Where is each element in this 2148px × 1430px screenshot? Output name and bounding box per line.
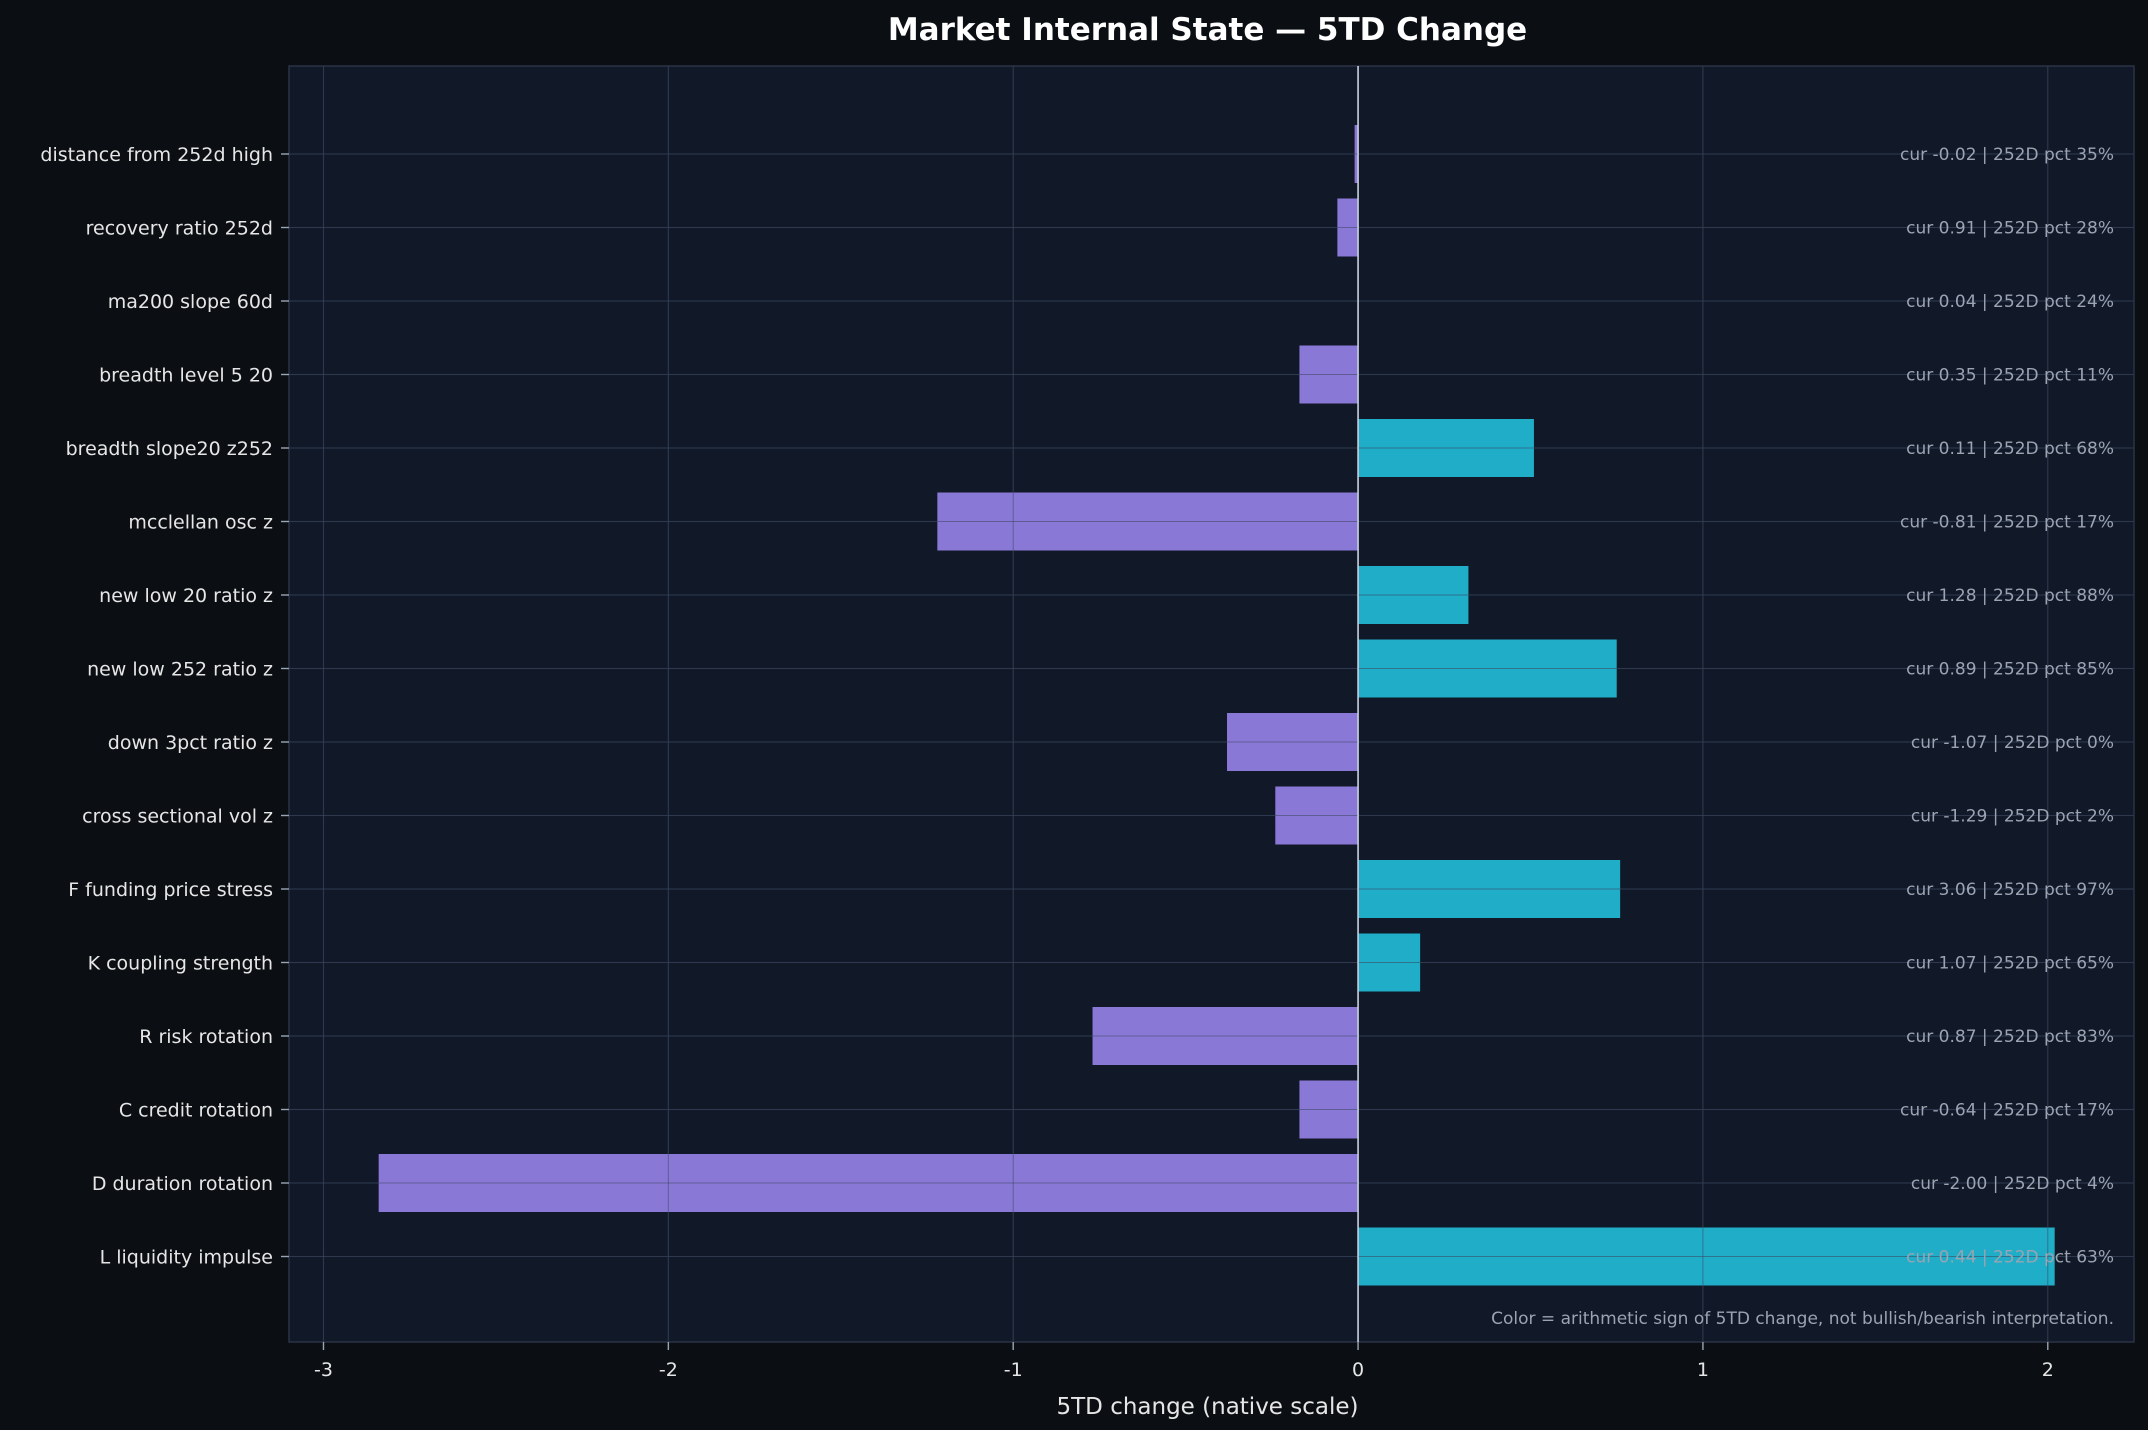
y-tick-label-1: recovery ratio 252d bbox=[86, 218, 273, 240]
bar-annotation-4: cur 0.11 | 252D pct 68% bbox=[1906, 439, 2114, 459]
y-tick-label-7: new low 252 ratio z bbox=[87, 659, 273, 681]
chart-footnote: Color = arithmetic sign of 5TD change, n… bbox=[1491, 1309, 2114, 1329]
bar-annotation-15: cur 0.44 | 252D pct 63% bbox=[1906, 1248, 2114, 1268]
chart-title: Market Internal State — 5TD Change bbox=[888, 12, 1527, 48]
bar-annotation-0: cur -0.02 | 252D pct 35% bbox=[1900, 145, 2114, 165]
y-tick-label-2: ma200 slope 60d bbox=[108, 291, 273, 313]
y-tick-label-11: K coupling strength bbox=[88, 953, 273, 975]
x-tick-label-0: -3 bbox=[314, 1359, 333, 1381]
y-tick-label-13: C credit rotation bbox=[119, 1100, 273, 1122]
plot-area bbox=[288, 65, 2135, 1343]
x-tick-label-5: 2 bbox=[2042, 1359, 2054, 1381]
bar-annotation-11: cur 1.07 | 252D pct 65% bbox=[1906, 954, 2114, 974]
x-axis-label: 5TD change (native scale) bbox=[1056, 1394, 1358, 1420]
y-tick-label-14: D duration rotation bbox=[92, 1173, 273, 1195]
y-tick-label-10: F funding price stress bbox=[68, 879, 273, 901]
bar-annotation-10: cur 3.06 | 252D pct 97% bbox=[1906, 880, 2114, 900]
y-tick-label-3: breadth level 5 20 bbox=[99, 365, 273, 387]
y-tick-label-4: breadth slope20 z252 bbox=[66, 438, 273, 460]
y-tick-label-12: R risk rotation bbox=[139, 1026, 273, 1048]
bar-annotation-3: cur 0.35 | 252D pct 11% bbox=[1906, 366, 2114, 386]
x-tick-label-2: -1 bbox=[1004, 1359, 1023, 1381]
bar-annotation-5: cur -0.81 | 252D pct 17% bbox=[1900, 513, 2114, 533]
bar-annotation-1: cur 0.91 | 252D pct 28% bbox=[1906, 219, 2114, 239]
y-tick-label-6: new low 20 ratio z bbox=[99, 585, 273, 607]
bar-annotation-12: cur 0.87 | 252D pct 83% bbox=[1906, 1027, 2114, 1047]
bar-annotation-9: cur -1.29 | 252D pct 2% bbox=[1911, 807, 2114, 827]
bar-annotation-2: cur 0.04 | 252D pct 24% bbox=[1906, 292, 2114, 312]
bar-annotation-7: cur 0.89 | 252D pct 85% bbox=[1906, 660, 2114, 680]
bar-annotation-13: cur -0.64 | 252D pct 17% bbox=[1900, 1101, 2114, 1121]
y-tick-label-8: down 3pct ratio z bbox=[108, 732, 273, 754]
y-tick-label-15: L liquidity impulse bbox=[100, 1247, 273, 1269]
x-tick-label-3: 0 bbox=[1352, 1359, 1364, 1381]
y-tick-label-0: distance from 252d high bbox=[40, 144, 273, 166]
bar-annotation-14: cur -2.00 | 252D pct 4% bbox=[1911, 1174, 2114, 1194]
bar-annotation-8: cur -1.07 | 252D pct 0% bbox=[1911, 733, 2114, 753]
y-tick-label-9: cross sectional vol z bbox=[82, 806, 273, 828]
x-tick-label-1: -2 bbox=[659, 1359, 678, 1381]
x-tick-label-4: 1 bbox=[1697, 1359, 1709, 1381]
y-tick-label-5: mcclellan osc z bbox=[128, 512, 273, 534]
bar-annotation-6: cur 1.28 | 252D pct 88% bbox=[1906, 586, 2114, 606]
